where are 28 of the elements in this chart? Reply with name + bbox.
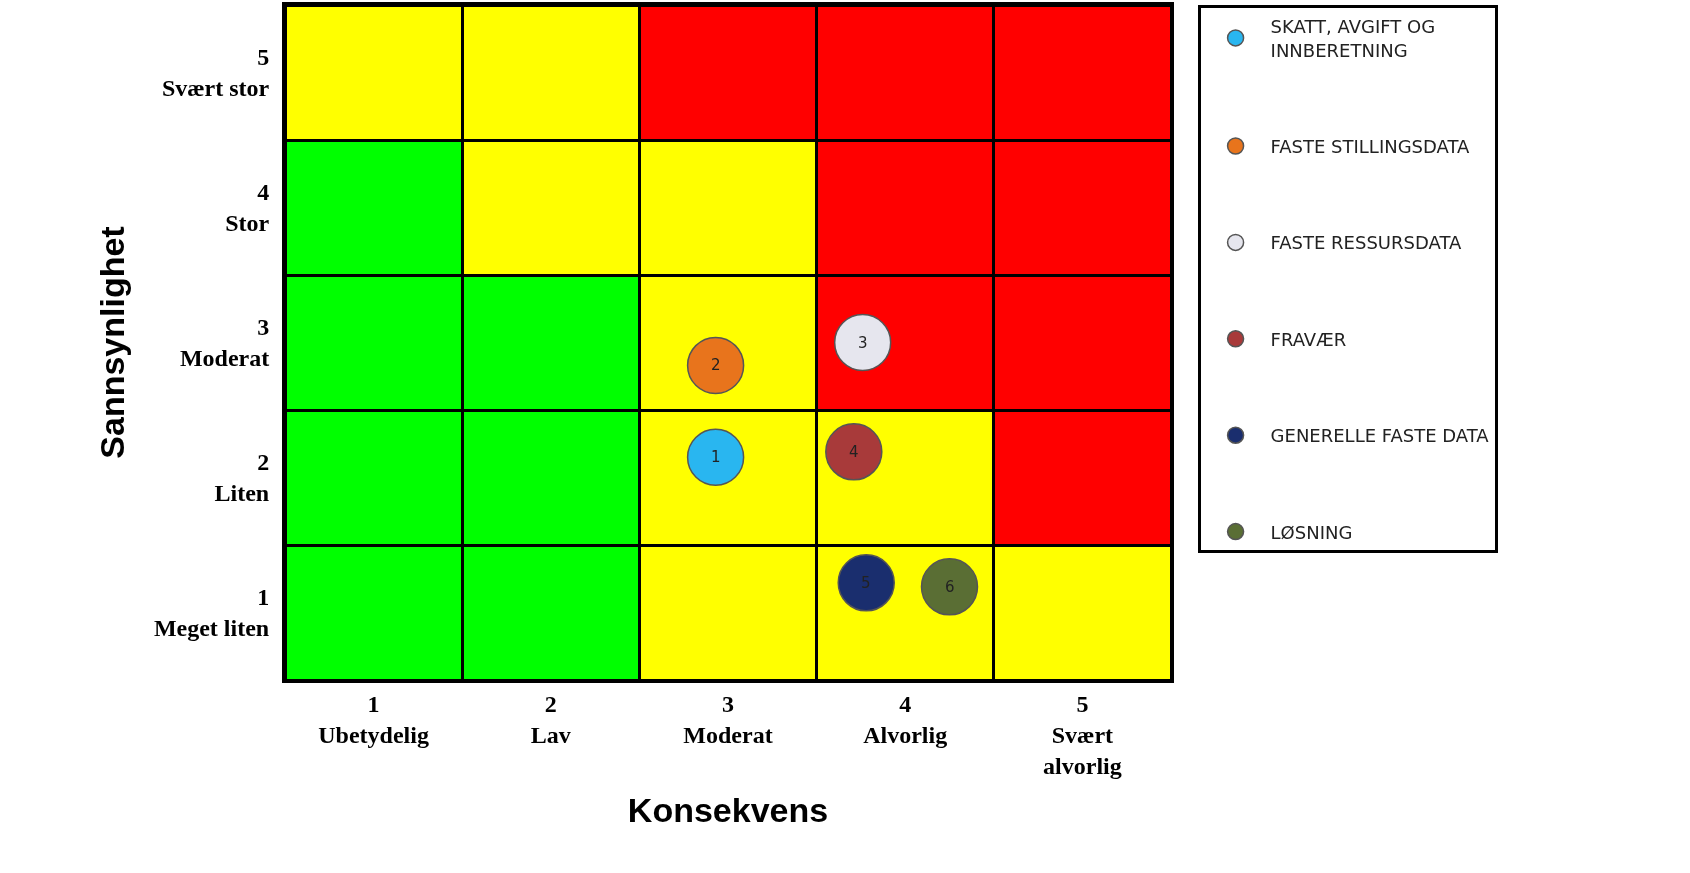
legend-label: LØSNING <box>1270 521 1353 543</box>
legend-label: SKATT, AVGIFT OG INNBERETNING <box>1270 16 1436 61</box>
y-tick-label: 3 Moderat <box>179 314 270 372</box>
point <box>920 558 979 616</box>
y-tick-label: 4 Stor <box>225 179 270 237</box>
point <box>837 554 895 612</box>
legend-label: GENERELLE FASTE DATA <box>1270 425 1490 447</box>
legend-label: FRAVÆR <box>1270 328 1347 350</box>
x-axis-title: Konsekvens <box>627 790 829 829</box>
annotation: 2 <box>711 356 721 374</box>
x-tick-label: 2 Lav <box>530 690 571 748</box>
y-tick-label: 5 Svært stor <box>161 44 270 102</box>
x-tick-label: 3 Moderat <box>683 690 773 748</box>
legend-label: FASTE RESSURSDATA <box>1270 232 1463 254</box>
annotation: 4 <box>849 443 859 461</box>
annotation: 3 <box>858 334 868 352</box>
annotation: 5 <box>861 574 871 592</box>
x-tick-label: 5 Svært alvorlig <box>1043 690 1122 780</box>
point <box>825 423 883 481</box>
point <box>833 313 892 372</box>
annotation: 6 <box>945 578 955 596</box>
legend-label: FASTE STILLINGSDATA <box>1270 136 1471 158</box>
x-tick-label: 1 Ubetydelig <box>318 690 429 748</box>
y-tick-label: 2 Liten <box>214 449 270 507</box>
annotation: 1 <box>711 448 721 466</box>
y-axis-title: Sannsynlighet <box>92 226 131 459</box>
y-tick-label: 1 Meget liten <box>153 584 270 642</box>
x-tick-label: 4 Alvorlig <box>863 690 948 748</box>
